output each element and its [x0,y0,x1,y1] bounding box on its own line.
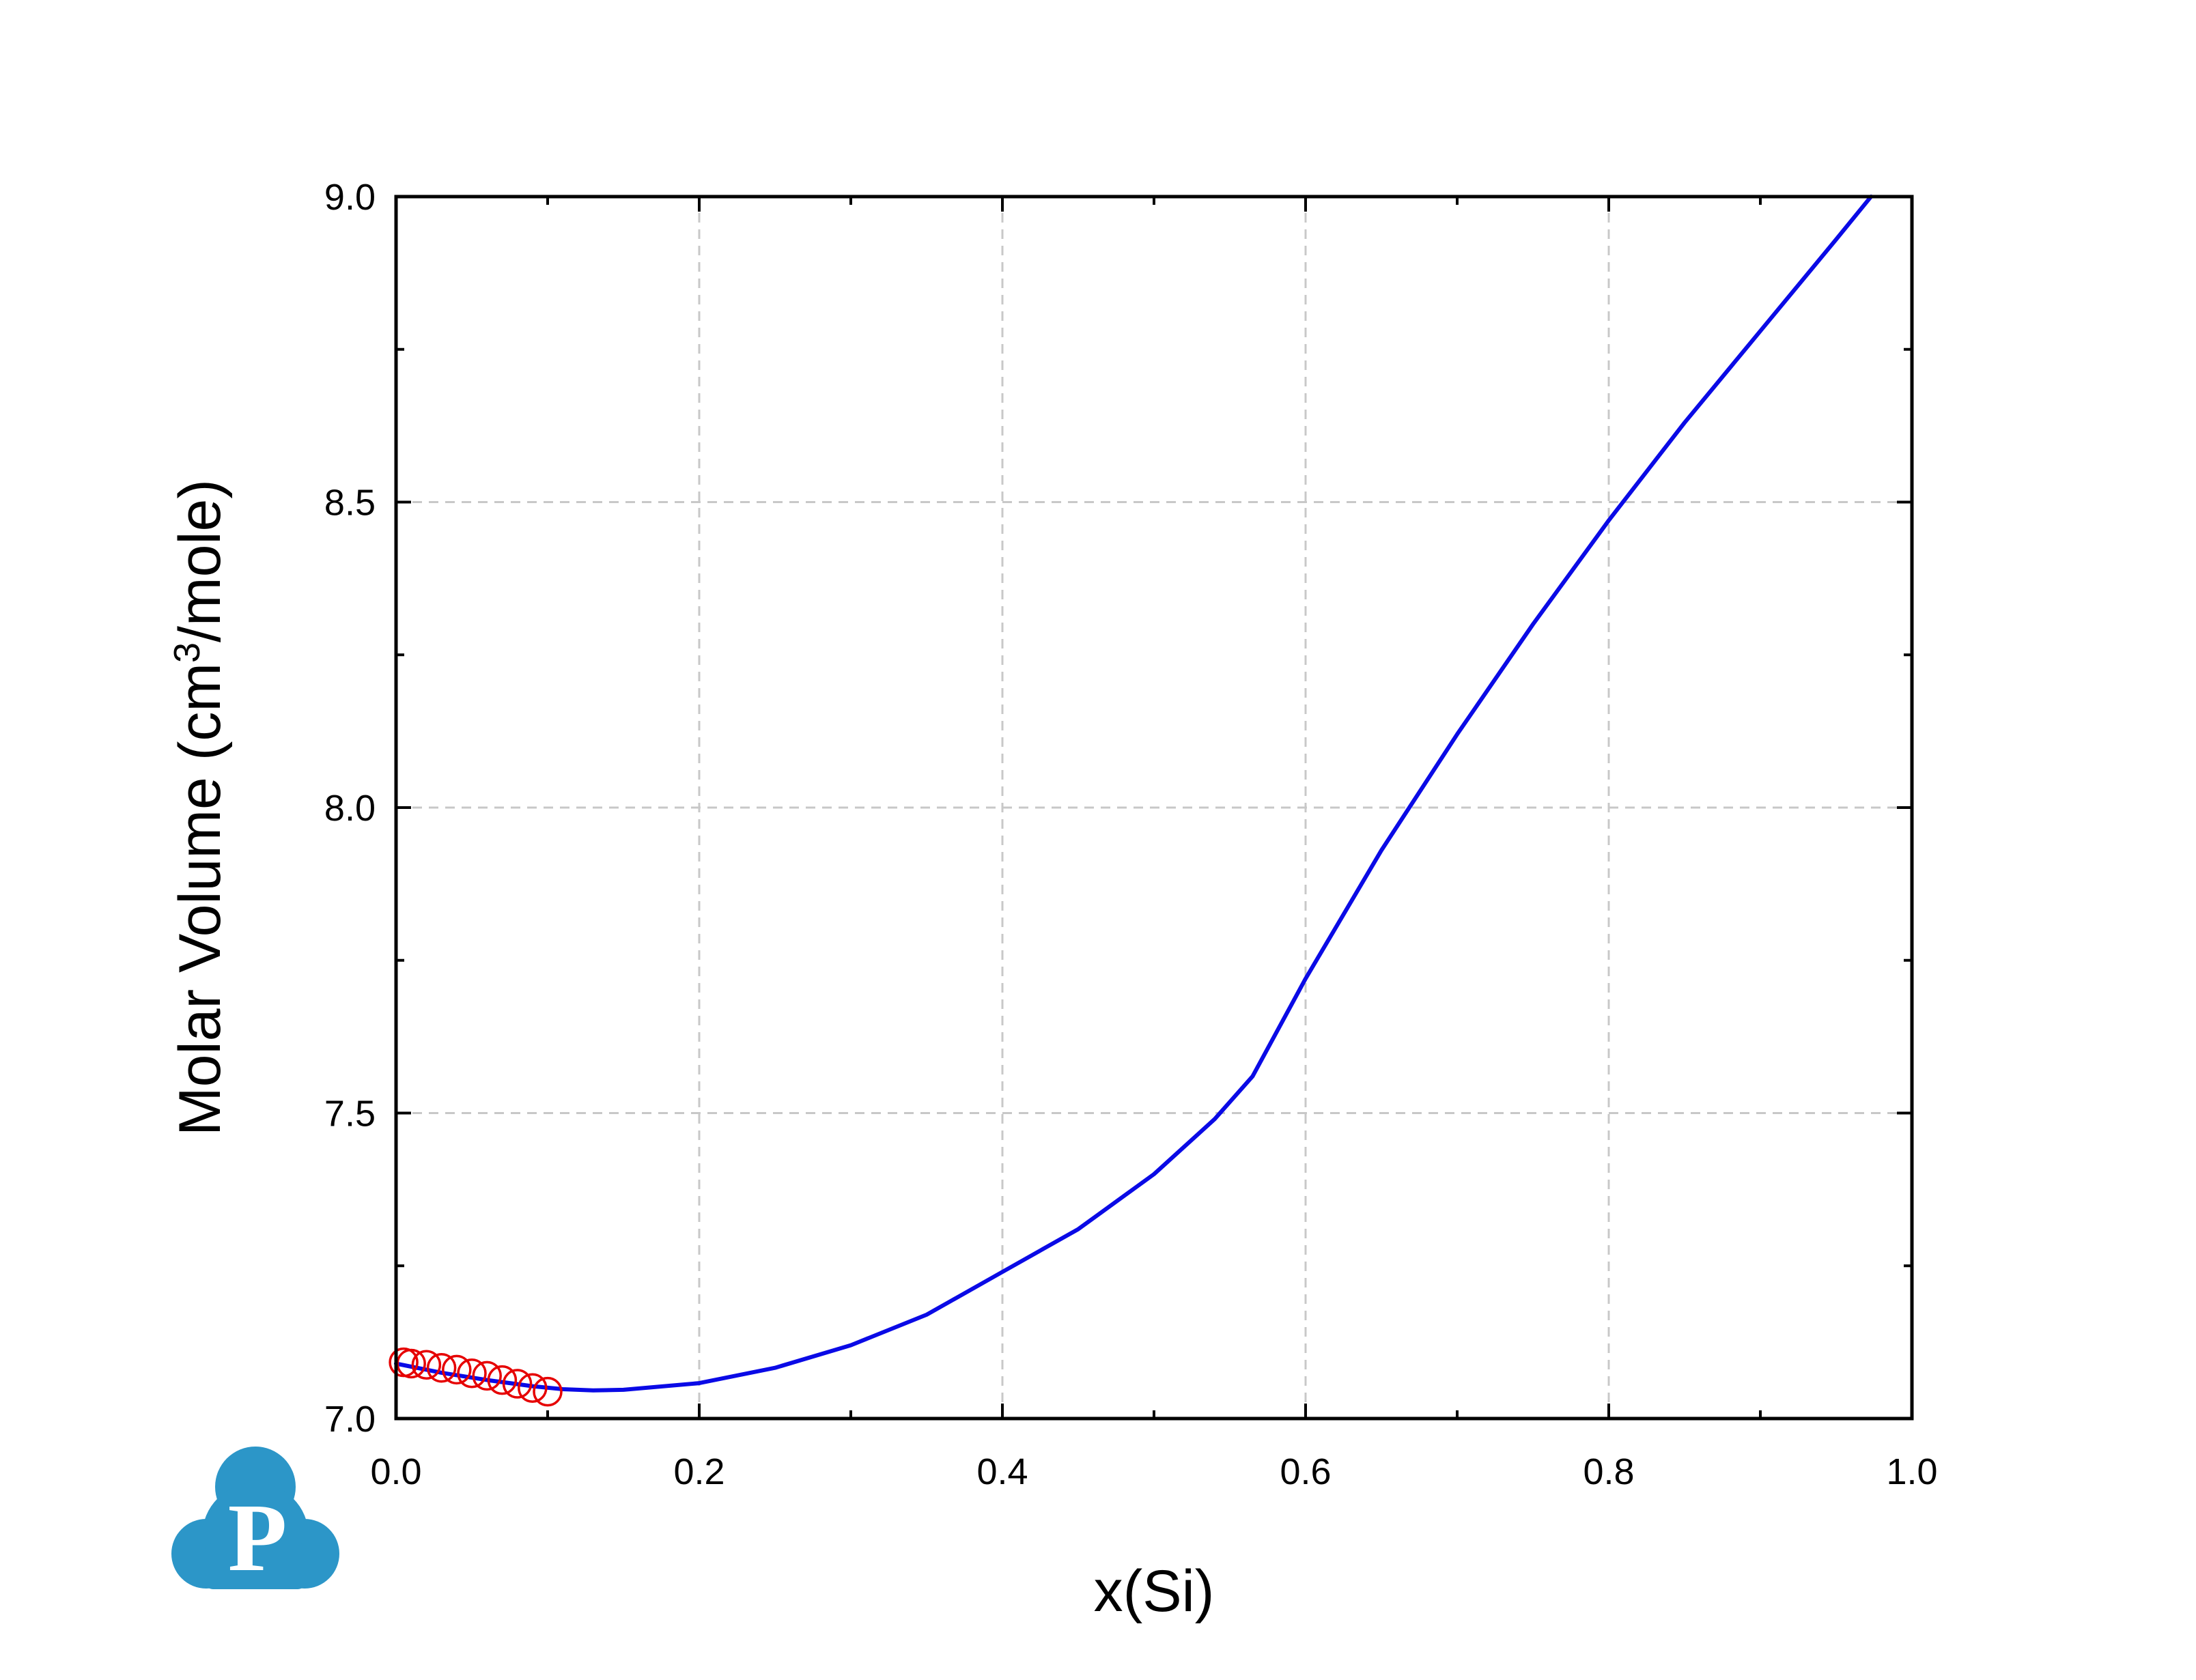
experimental-data-point [502,1369,533,1399]
x-tick-label: 0.6 [1280,1451,1331,1492]
x-tick-labels: 0.0 0.2 0.4 0.6 0.8 1.0 [370,1451,1937,1492]
y-tick-label: 8.0 [324,788,376,829]
experimental-data-point [426,1352,457,1383]
y-tick-label: 7.5 [324,1094,376,1135]
experimental-data-point [457,1358,487,1389]
y-axis-title-prefix: Molar Volume (cm [167,663,233,1136]
logo-letter: P [228,1483,287,1591]
x-tick-label: 0.8 [1583,1451,1634,1492]
y-tick-label: 7.0 [324,1399,376,1440]
x-tick-label: 0.2 [673,1451,724,1492]
experimental-data-point [487,1365,518,1395]
grid-layer [396,197,1912,1419]
experimental-data-point [442,1354,472,1385]
logo-cloud-base [205,1543,306,1589]
experimental-data-point [533,1376,563,1407]
experimental-data-point [411,1350,442,1380]
x-axis-title: x(Si) [1094,1558,1215,1624]
y-axis-title-superscript: 3 [167,642,208,663]
y-tick-label: 8.5 [324,483,376,524]
series-layer [389,195,1874,1407]
x-tick-label: 1.0 [1886,1451,1937,1492]
y-tick-label: 9.0 [324,177,376,218]
y-axis-title: Molar Volume (cm3/mole) [167,479,233,1136]
model-curve-line [394,195,1874,1393]
cloud-p-logo-icon: P [171,1447,339,1591]
y-axis-title-suffix: /mole) [167,479,233,642]
x-tick-label: 0.0 [370,1451,421,1492]
experimental-data-point [518,1373,548,1403]
y-tick-labels: 7.0 7.5 8.0 8.5 9.0 [324,177,376,1440]
experimental-data-point [472,1361,502,1391]
x-tick-label: 0.4 [976,1451,1028,1492]
plot-frame [394,195,1914,1421]
